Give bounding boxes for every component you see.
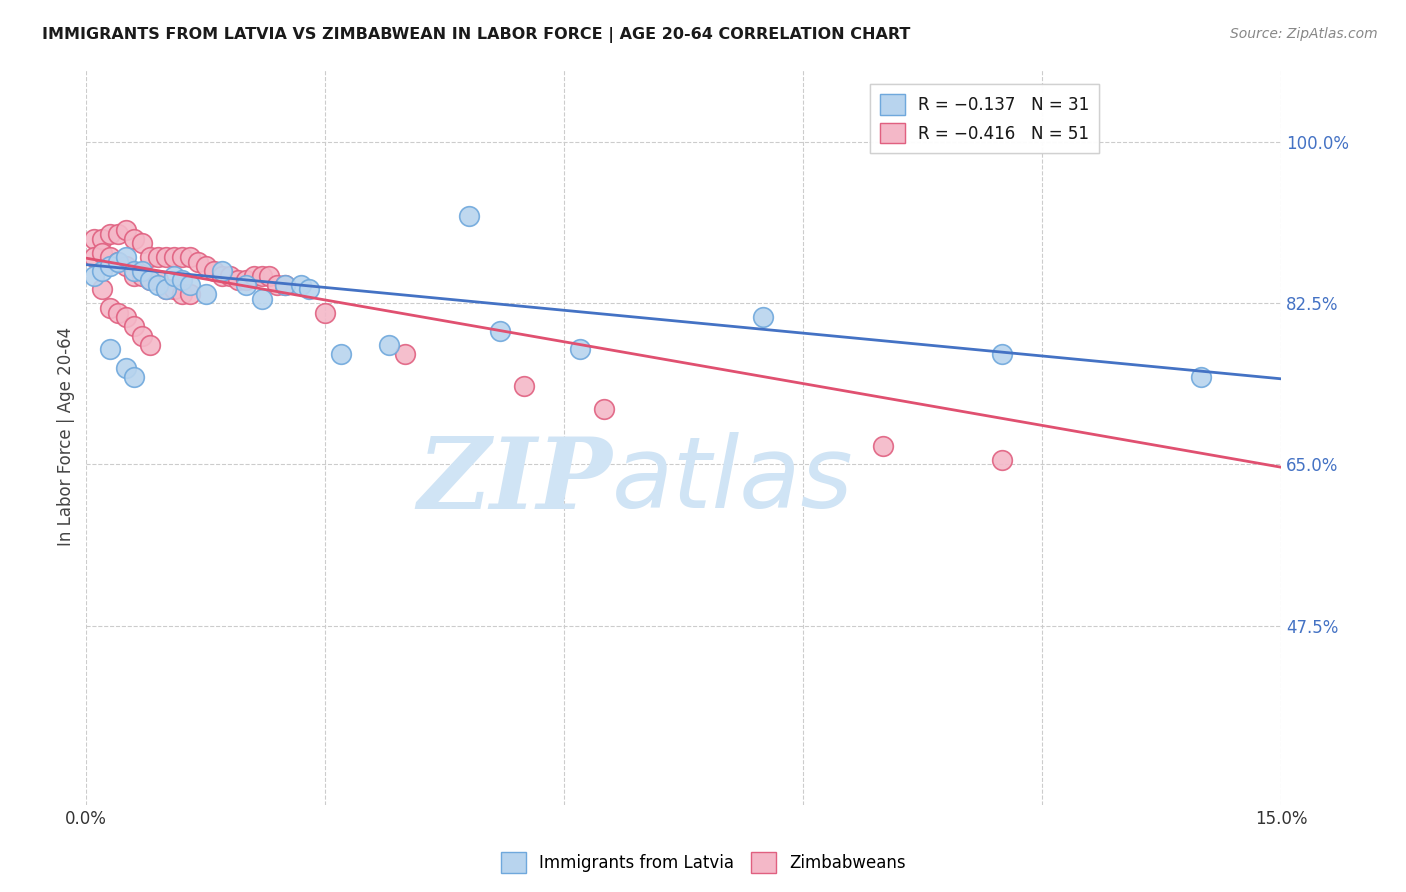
Point xyxy=(91,264,114,278)
Point xyxy=(179,277,201,292)
Point xyxy=(122,232,145,246)
Point xyxy=(593,402,616,417)
Point xyxy=(115,310,138,325)
Point xyxy=(98,227,121,242)
Point xyxy=(115,250,138,264)
Legend: R = −0.137   N = 31, R = −0.416   N = 51: R = −0.137 N = 31, R = −0.416 N = 51 xyxy=(870,84,1099,153)
Point xyxy=(131,264,153,278)
Point xyxy=(457,209,479,223)
Point xyxy=(218,268,240,283)
Point xyxy=(235,277,257,292)
Point xyxy=(211,268,233,283)
Point xyxy=(155,283,177,297)
Point xyxy=(107,227,129,242)
Point xyxy=(155,250,177,264)
Point xyxy=(107,255,129,269)
Point xyxy=(179,287,201,301)
Point xyxy=(163,250,186,264)
Point xyxy=(91,283,114,297)
Y-axis label: In Labor Force | Age 20-64: In Labor Force | Age 20-64 xyxy=(58,327,75,547)
Point xyxy=(1189,370,1212,384)
Point xyxy=(115,360,138,375)
Point xyxy=(98,260,121,274)
Point xyxy=(115,222,138,236)
Point xyxy=(378,337,401,351)
Point xyxy=(170,287,193,301)
Text: Source: ZipAtlas.com: Source: ZipAtlas.com xyxy=(1230,27,1378,41)
Point xyxy=(242,268,264,283)
Point xyxy=(202,264,225,278)
Point xyxy=(107,255,129,269)
Point xyxy=(163,283,186,297)
Point xyxy=(872,439,894,453)
Point xyxy=(115,260,138,274)
Point xyxy=(513,379,536,393)
Text: ZIP: ZIP xyxy=(418,433,612,529)
Point xyxy=(122,370,145,384)
Point xyxy=(330,347,353,361)
Text: atlas: atlas xyxy=(612,433,853,530)
Legend: Immigrants from Latvia, Zimbabweans: Immigrants from Latvia, Zimbabweans xyxy=(494,846,912,880)
Point xyxy=(139,337,162,351)
Point xyxy=(122,268,145,283)
Point xyxy=(146,250,169,264)
Point xyxy=(259,268,281,283)
Point xyxy=(290,277,312,292)
Point xyxy=(98,250,121,264)
Point xyxy=(139,273,162,287)
Point xyxy=(211,264,233,278)
Point xyxy=(146,277,169,292)
Point xyxy=(170,250,193,264)
Point xyxy=(250,292,273,306)
Point xyxy=(163,268,186,283)
Point xyxy=(991,347,1014,361)
Point xyxy=(235,273,257,287)
Point xyxy=(569,343,592,357)
Point xyxy=(131,236,153,251)
Point xyxy=(98,301,121,315)
Point xyxy=(139,273,162,287)
Point xyxy=(179,250,201,264)
Point xyxy=(194,260,217,274)
Point xyxy=(187,255,209,269)
Point xyxy=(91,232,114,246)
Point xyxy=(250,268,273,283)
Point xyxy=(170,273,193,287)
Text: IMMIGRANTS FROM LATVIA VS ZIMBABWEAN IN LABOR FORCE | AGE 20-64 CORRELATION CHAR: IMMIGRANTS FROM LATVIA VS ZIMBABWEAN IN … xyxy=(42,27,911,43)
Point xyxy=(155,283,177,297)
Point xyxy=(131,268,153,283)
Point xyxy=(266,277,288,292)
Point xyxy=(274,277,297,292)
Point xyxy=(991,452,1014,467)
Point xyxy=(226,273,249,287)
Point xyxy=(83,232,105,246)
Point xyxy=(107,305,129,319)
Point xyxy=(139,250,162,264)
Point xyxy=(314,305,336,319)
Point xyxy=(83,250,105,264)
Point xyxy=(98,343,121,357)
Point xyxy=(752,310,775,325)
Point xyxy=(146,273,169,287)
Point xyxy=(489,324,512,338)
Point xyxy=(122,319,145,334)
Point xyxy=(131,328,153,343)
Point xyxy=(394,347,416,361)
Point xyxy=(274,277,297,292)
Point xyxy=(298,283,321,297)
Point xyxy=(83,268,105,283)
Point xyxy=(194,287,217,301)
Point xyxy=(122,264,145,278)
Point xyxy=(91,245,114,260)
